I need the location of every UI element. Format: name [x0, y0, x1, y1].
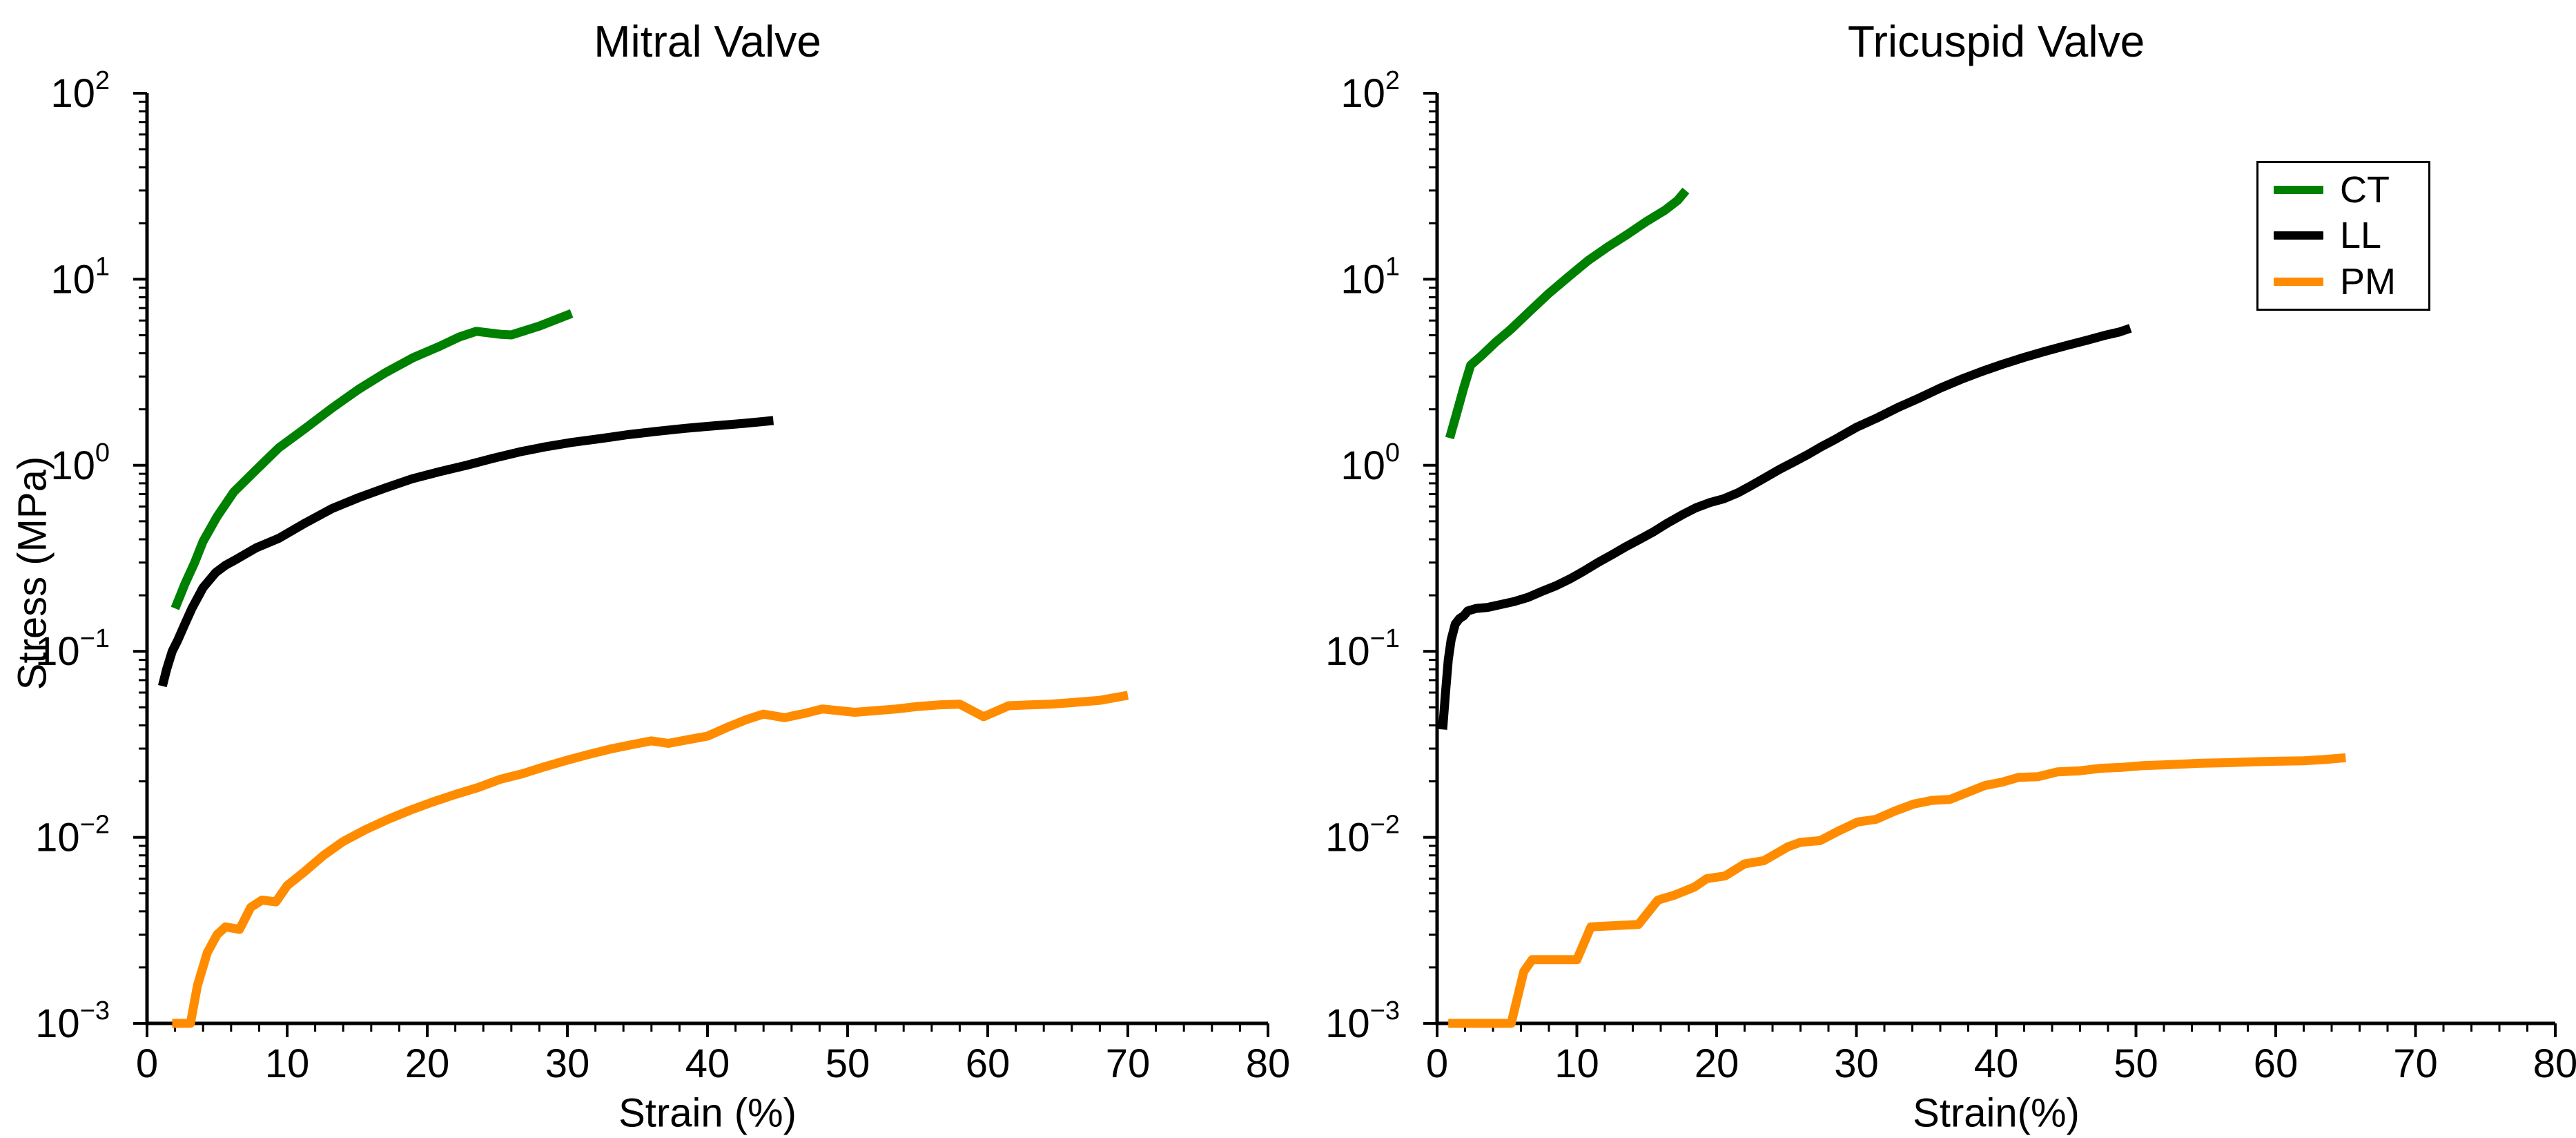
- svg-text:30: 30: [1834, 1041, 1879, 1086]
- legend-item-ll: LL: [2274, 217, 2428, 254]
- svg-text:30: 30: [545, 1041, 590, 1086]
- svg-text:101: 101: [50, 252, 110, 302]
- svg-text:80: 80: [1246, 1041, 1291, 1086]
- svg-text:100: 100: [50, 438, 110, 488]
- x-axis-label-mitral: Strain (%): [618, 1090, 797, 1136]
- svg-text:10−2: 10−2: [35, 811, 110, 860]
- legend-label-ll: LL: [2340, 215, 2382, 257]
- svg-text:10−1: 10−1: [1325, 624, 1400, 674]
- svg-text:10: 10: [265, 1041, 310, 1086]
- chart-title-mitral: Mitral Valve: [594, 17, 821, 66]
- legend-line-ct-icon: [2274, 186, 2323, 195]
- svg-text:20: 20: [405, 1041, 450, 1086]
- series-ct-line: [170, 309, 574, 610]
- legend-label-pm: PM: [2340, 260, 2396, 302]
- legend: CT LL PM: [2256, 161, 2430, 311]
- svg-text:10−3: 10−3: [1325, 996, 1400, 1046]
- svg-text:60: 60: [966, 1041, 1011, 1086]
- series-ll-line: [1438, 324, 2132, 730]
- svg-text:10−3: 10−3: [35, 996, 110, 1046]
- svg-text:40: 40: [1974, 1041, 2019, 1086]
- svg-text:10−1: 10−1: [35, 624, 110, 674]
- svg-text:50: 50: [2114, 1041, 2158, 1086]
- svg-text:101: 101: [1340, 252, 1400, 302]
- svg-text:0: 0: [1426, 1041, 1448, 1086]
- svg-text:100: 100: [1340, 438, 1400, 488]
- series-pm-line: [172, 691, 1129, 1028]
- legend-item-pm: PM: [2274, 263, 2428, 300]
- x-axis-label-tricuspid: Strain(%): [1913, 1090, 2080, 1136]
- svg-text:102: 102: [1340, 66, 1400, 116]
- svg-text:60: 60: [2254, 1041, 2299, 1086]
- svg-text:0: 0: [136, 1041, 158, 1086]
- svg-text:10: 10: [1554, 1041, 1599, 1086]
- svg-text:80: 80: [2533, 1041, 2576, 1086]
- svg-text:70: 70: [2393, 1041, 2438, 1086]
- svg-text:70: 70: [1106, 1041, 1151, 1086]
- series-pm-line: [1448, 753, 2346, 1028]
- svg-text:50: 50: [826, 1041, 870, 1086]
- legend-line-pm-icon: [2274, 277, 2323, 286]
- svg-text:10−2: 10−2: [1325, 811, 1400, 860]
- legend-item-ct: CT: [2274, 171, 2428, 209]
- series-ll-line: [157, 416, 774, 688]
- chart-title-tricuspid: Tricuspid Valve: [1847, 17, 2145, 66]
- series-ct-line: [1445, 187, 1690, 440]
- svg-text:102: 102: [50, 66, 110, 116]
- svg-text:40: 40: [685, 1041, 730, 1086]
- y-axis-label: Stress (MPa): [10, 456, 55, 691]
- legend-label-ct: CT: [2340, 169, 2390, 211]
- svg-text:20: 20: [1695, 1041, 1739, 1086]
- legend-line-ll-icon: [2274, 231, 2323, 240]
